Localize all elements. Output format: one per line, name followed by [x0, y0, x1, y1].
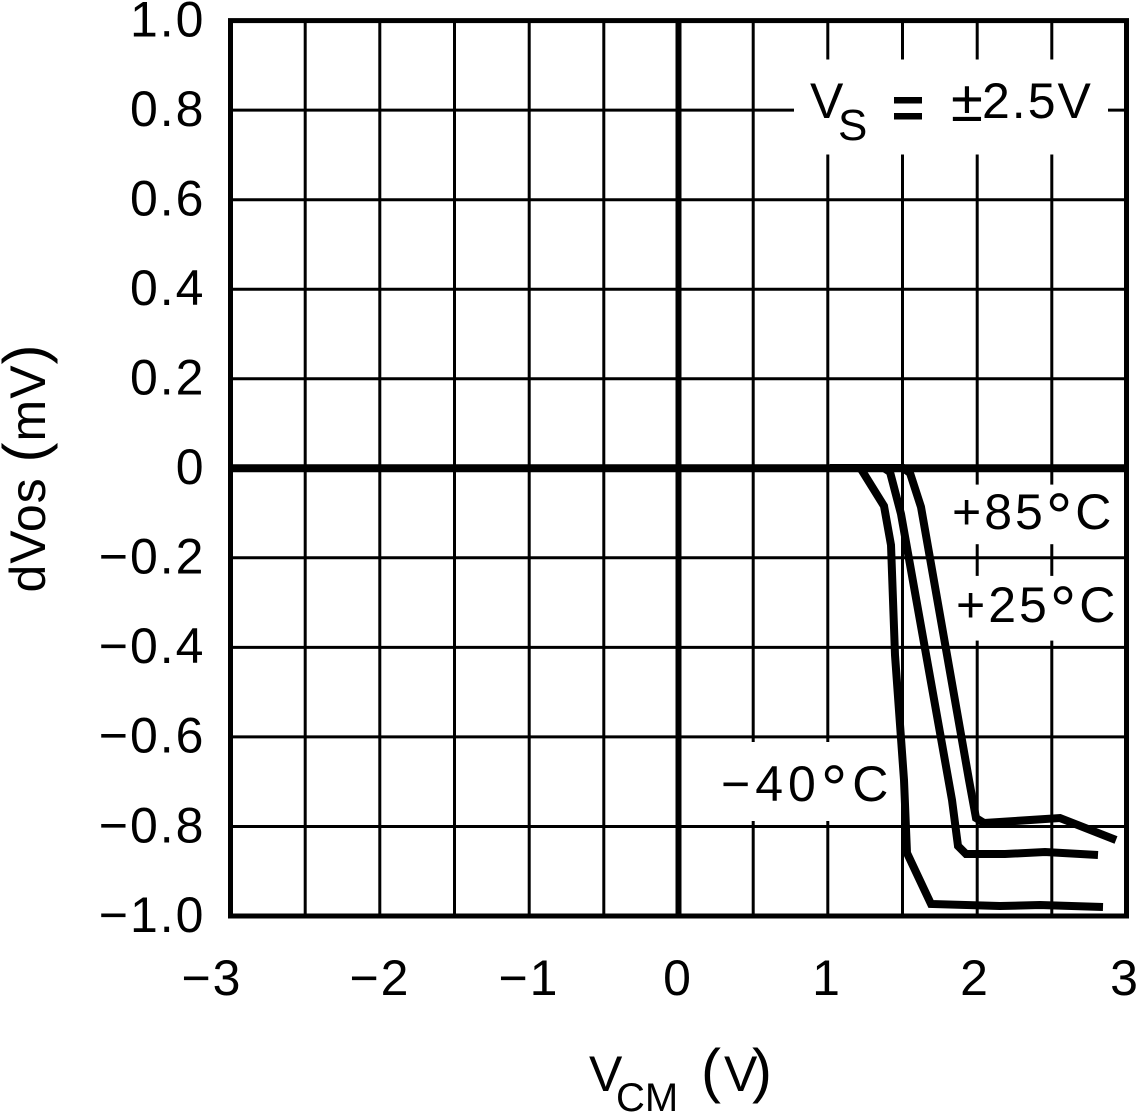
svg-text:dVos (mV): dVos (mV): [0, 343, 58, 592]
svg-text:−2: −2: [349, 950, 410, 1006]
svg-text:−3: −3: [181, 950, 242, 1006]
svg-text:3: 3: [1110, 950, 1139, 1006]
svg-text:±: ±: [951, 69, 983, 134]
svg-text:S: S: [838, 101, 867, 150]
svg-text:0: 0: [176, 439, 206, 495]
svg-text:CM: CM: [616, 1076, 678, 1112]
svg-text:−0.4: −0.4: [99, 618, 206, 674]
svg-text:−0.2: −0.2: [99, 529, 206, 585]
svg-text:−0.6: −0.6: [99, 708, 206, 764]
svg-text:0.2: 0.2: [130, 350, 206, 406]
svg-text:2.5V: 2.5V: [982, 73, 1093, 129]
svg-text:0.6: 0.6: [130, 171, 206, 227]
svg-text:1: 1: [812, 950, 842, 1006]
svg-text:0: 0: [663, 950, 693, 1006]
svg-text:−0.8: −0.8: [99, 797, 206, 853]
svg-text:−1: −1: [498, 950, 559, 1006]
svg-text:V: V: [810, 73, 845, 129]
svg-text:1.0: 1.0: [130, 0, 206, 47]
svg-text:V: V: [724, 1046, 758, 1102]
svg-text:2: 2: [960, 950, 990, 1006]
svg-text:0.4: 0.4: [130, 260, 206, 316]
svg-text:0.8: 0.8: [130, 81, 206, 137]
svg-text:V: V: [589, 1046, 623, 1102]
svg-text:(: (: [701, 1037, 721, 1104]
svg-text:): ): [752, 1037, 772, 1104]
svg-text:−1.0: −1.0: [99, 887, 206, 943]
